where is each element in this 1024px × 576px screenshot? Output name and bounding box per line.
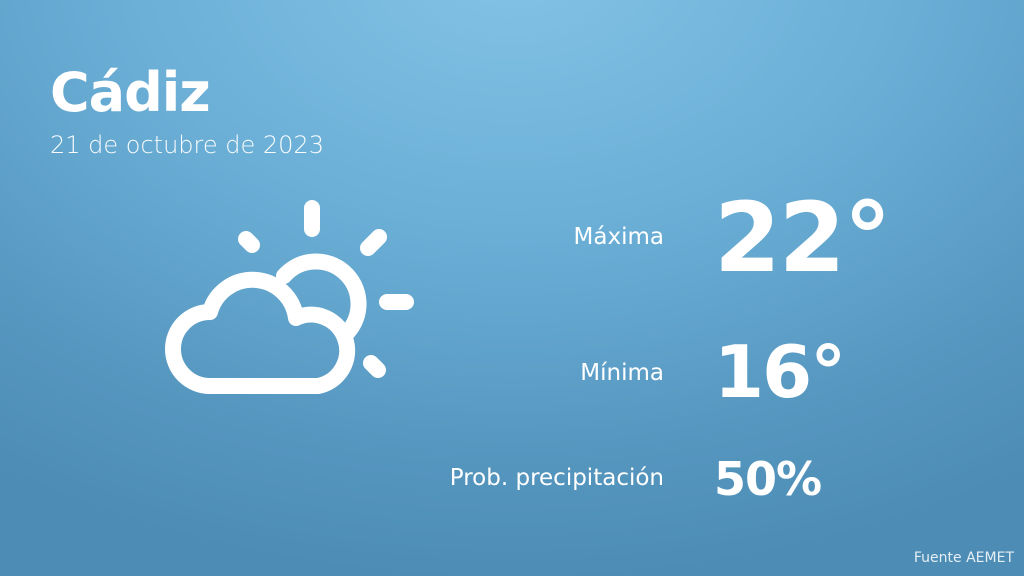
forecast-date: 21 de octubre de 2023 [50,131,324,159]
sun-ray [238,231,260,253]
city-name: Cádiz [50,61,211,124]
sun-ray [363,355,386,378]
cloud-outline [165,271,356,394]
max-temp-label: Máxima [573,224,664,250]
sun-ray [360,229,387,256]
source-credit: Fuente AEMET [913,550,1014,566]
min-temp-value: 16° [714,330,846,414]
sun-arc [276,253,367,340]
min-temp-label: Mínima [580,360,664,386]
precip-value: 50% [714,452,822,506]
max-temp-value: 22° [714,182,892,294]
precip-label: Prob. precipitación [449,465,664,491]
